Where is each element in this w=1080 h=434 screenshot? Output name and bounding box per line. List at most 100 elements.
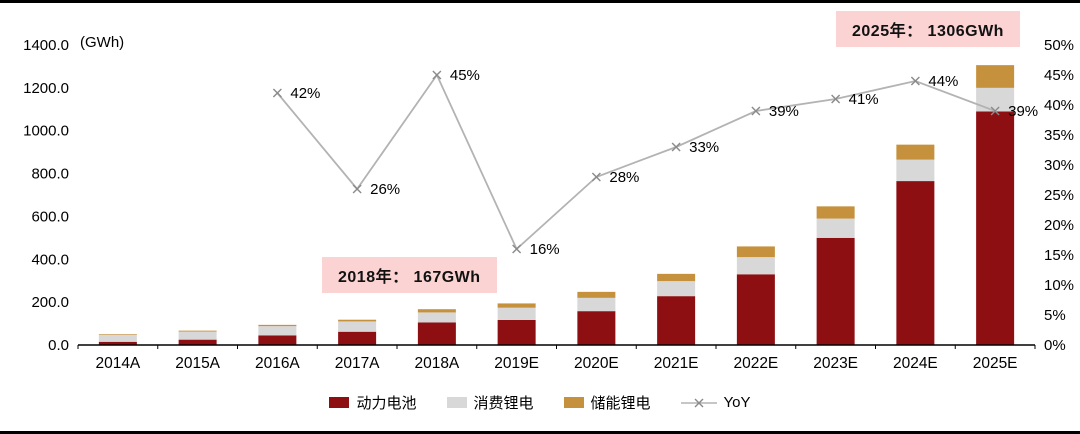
bar-segment-0 — [98, 341, 137, 345]
yoy-marker-icon — [591, 172, 601, 182]
bar-segment-2 — [736, 246, 775, 258]
y-right-tick-label: 30% — [1044, 157, 1074, 174]
x-category-label: 2025E — [973, 355, 1018, 372]
bar-segment-2 — [976, 65, 1015, 88]
x-category-label: 2015A — [175, 355, 220, 372]
bar-segment-2 — [338, 319, 377, 322]
x-category-label: 2014A — [95, 355, 140, 372]
consumer-lithium-swatch-icon — [446, 397, 467, 408]
y-right-tick-label: 50% — [1044, 37, 1074, 54]
y-left-tick-label: 1000.0 — [23, 123, 69, 140]
y-right-tick-label: 45% — [1044, 67, 1074, 84]
bar-segment-0 — [816, 237, 855, 345]
y-right-tick-label: 10% — [1044, 277, 1074, 294]
bar-segment-2 — [497, 303, 536, 308]
stacked-bar-yoy-chart: 0.0 200.0 400.0 600.0 800.0 1000.0 1200.0 1400.… — [23, 37, 1074, 372]
y-right-tick-label: 35% — [1044, 127, 1074, 144]
bar-segment-1 — [258, 326, 297, 336]
x-category-label: 2023E — [813, 355, 858, 372]
annotation-2025-callout: 2025年： 1306GWh — [836, 11, 1020, 47]
legend-label-consumer-lithium: 消费锂电 — [473, 395, 534, 412]
bar-segment-0 — [896, 181, 935, 345]
bar-segment-1 — [178, 331, 217, 340]
yoy-marker-icon — [432, 70, 442, 80]
y-left-tick-label: 800.0 — [31, 166, 69, 183]
x-category-label: 2021E — [654, 355, 699, 372]
bar-segment-1 — [417, 312, 456, 323]
x-category-label: 2016A — [255, 355, 300, 372]
bar-segment-2 — [657, 273, 696, 282]
yoy-marker-icon — [512, 244, 522, 254]
power-battery-swatch-icon — [329, 397, 350, 408]
legend-label-yoy: YoY — [723, 394, 751, 411]
bar-segment-1 — [896, 159, 935, 182]
bar-segment-2 — [896, 144, 935, 160]
yoy-marker-icon — [352, 184, 362, 194]
y-left-tick-label: 1200.0 — [23, 80, 69, 97]
y-left-tick-label: 1400.0 — [23, 37, 69, 54]
annotation-2018-callout: 2018年： 167GWh — [322, 257, 497, 293]
bar-segment-0 — [338, 331, 377, 345]
yoy-marker-icon — [671, 142, 681, 152]
yoy-marker-icon — [990, 106, 1000, 116]
x-category-label: 2017A — [335, 355, 380, 372]
legend-item-power-battery: 动力电池 — [329, 392, 417, 413]
y-left-tick-label: 400.0 — [31, 251, 69, 268]
bar-segment-0 — [657, 296, 696, 345]
legend-item-yoy: YoY — [680, 394, 751, 411]
yoy-data-label: 41% — [849, 91, 879, 108]
bar-segment-2 — [417, 309, 456, 313]
y-right-tick-label: 15% — [1044, 247, 1074, 264]
bar-segment-1 — [338, 321, 377, 332]
legend-label-power-battery: 动力电池 — [356, 395, 417, 412]
bar-segment-0 — [258, 335, 297, 345]
y-right-tick-label: 5% — [1044, 307, 1066, 324]
bar-segment-1 — [816, 218, 855, 238]
bar-segment-0 — [178, 339, 217, 345]
bar-segment-2 — [816, 206, 855, 219]
bar-segment-1 — [577, 297, 616, 312]
bar-segment-0 — [497, 319, 536, 345]
yoy-line-icon — [680, 398, 717, 407]
bar-segment-0 — [736, 274, 775, 345]
yoy-data-label: 44% — [928, 73, 958, 90]
yoy-data-label: 16% — [530, 241, 560, 258]
bar-segment-1 — [98, 334, 137, 342]
x-category-label: 2022E — [733, 355, 778, 372]
bar-segment-1 — [497, 307, 536, 320]
y-axis-unit-label: (GWh) — [80, 34, 125, 51]
storage-lithium-swatch-icon — [563, 397, 584, 408]
yoy-data-label: 42% — [290, 85, 320, 102]
yoy-line — [276, 73, 996, 251]
yoy-data-label: 33% — [689, 139, 719, 156]
bar-segment-2 — [98, 334, 137, 335]
y-left-tick-label: 200.0 — [31, 294, 69, 311]
y-right-tick-label: 40% — [1044, 97, 1074, 114]
bar-segment-2 — [178, 330, 217, 332]
legend: 动力电池 消费锂电 储能锂电 YoY — [0, 392, 1080, 413]
bar-segment-1 — [657, 281, 696, 297]
yoy-marker-icon — [910, 76, 920, 86]
yoy-data-label: 39% — [1008, 103, 1038, 120]
yoy-data-label: 28% — [609, 169, 639, 186]
yoy-data-label: 26% — [370, 181, 400, 198]
y-right-tick-label: 20% — [1044, 217, 1074, 234]
yoy-data-label: 39% — [769, 103, 799, 120]
x-category-label: 2020E — [574, 355, 619, 372]
x-category-label: 2024E — [893, 355, 938, 372]
legend-item-storage-lithium: 储能锂电 — [563, 392, 651, 413]
bar-segment-2 — [577, 291, 616, 298]
y-left-tick-label: 600.0 — [31, 208, 69, 225]
bar-segment-0 — [577, 311, 616, 345]
x-category-label: 2018A — [414, 355, 459, 372]
bar-segment-2 — [258, 324, 297, 327]
yoy-data-label: 45% — [450, 67, 480, 84]
yoy-marker-icon — [831, 94, 841, 104]
x-category-label: 2019E — [494, 355, 539, 372]
yoy-marker-icon — [272, 88, 282, 98]
y-left-tick-label: 0.0 — [48, 337, 69, 354]
legend-item-consumer-lithium: 消费锂电 — [446, 392, 534, 413]
y-right-tick-label: 0% — [1044, 337, 1066, 354]
bar-segment-0 — [417, 322, 456, 345]
